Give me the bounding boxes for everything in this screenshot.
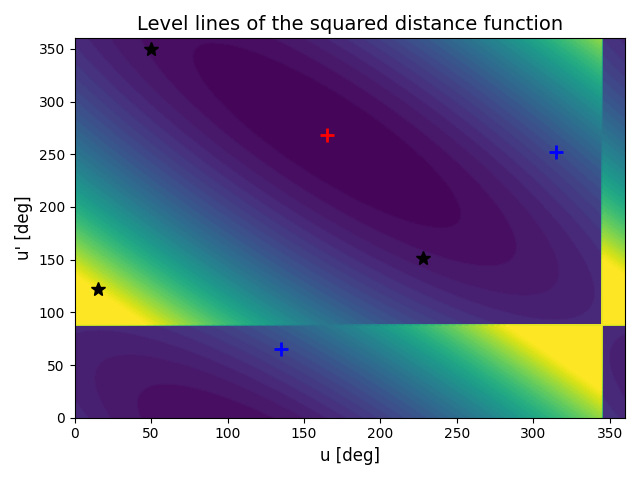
X-axis label: u [deg]: u [deg] (320, 447, 380, 465)
Y-axis label: u' [deg]: u' [deg] (15, 196, 33, 260)
Title: Level lines of the squared distance function: Level lines of the squared distance func… (137, 15, 563, 34)
